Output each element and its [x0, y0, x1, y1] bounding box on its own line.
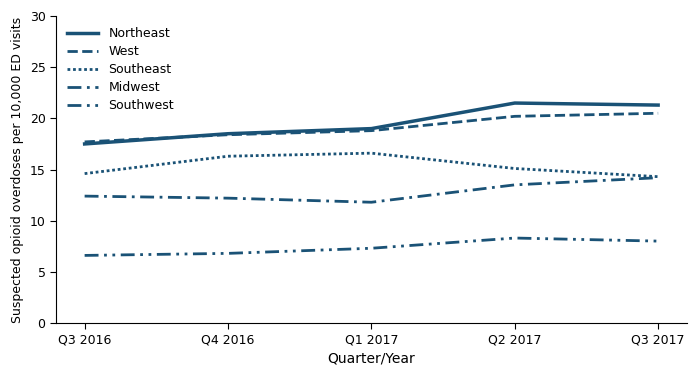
Y-axis label: Suspected opioid overdoses per 10,000 ED visits: Suspected opioid overdoses per 10,000 ED… — [11, 17, 24, 323]
X-axis label: Quarter/Year: Quarter/Year — [328, 352, 415, 366]
Legend: Northeast, West, Southeast, Midwest, Southwest: Northeast, West, Southeast, Midwest, Sou… — [62, 22, 179, 117]
